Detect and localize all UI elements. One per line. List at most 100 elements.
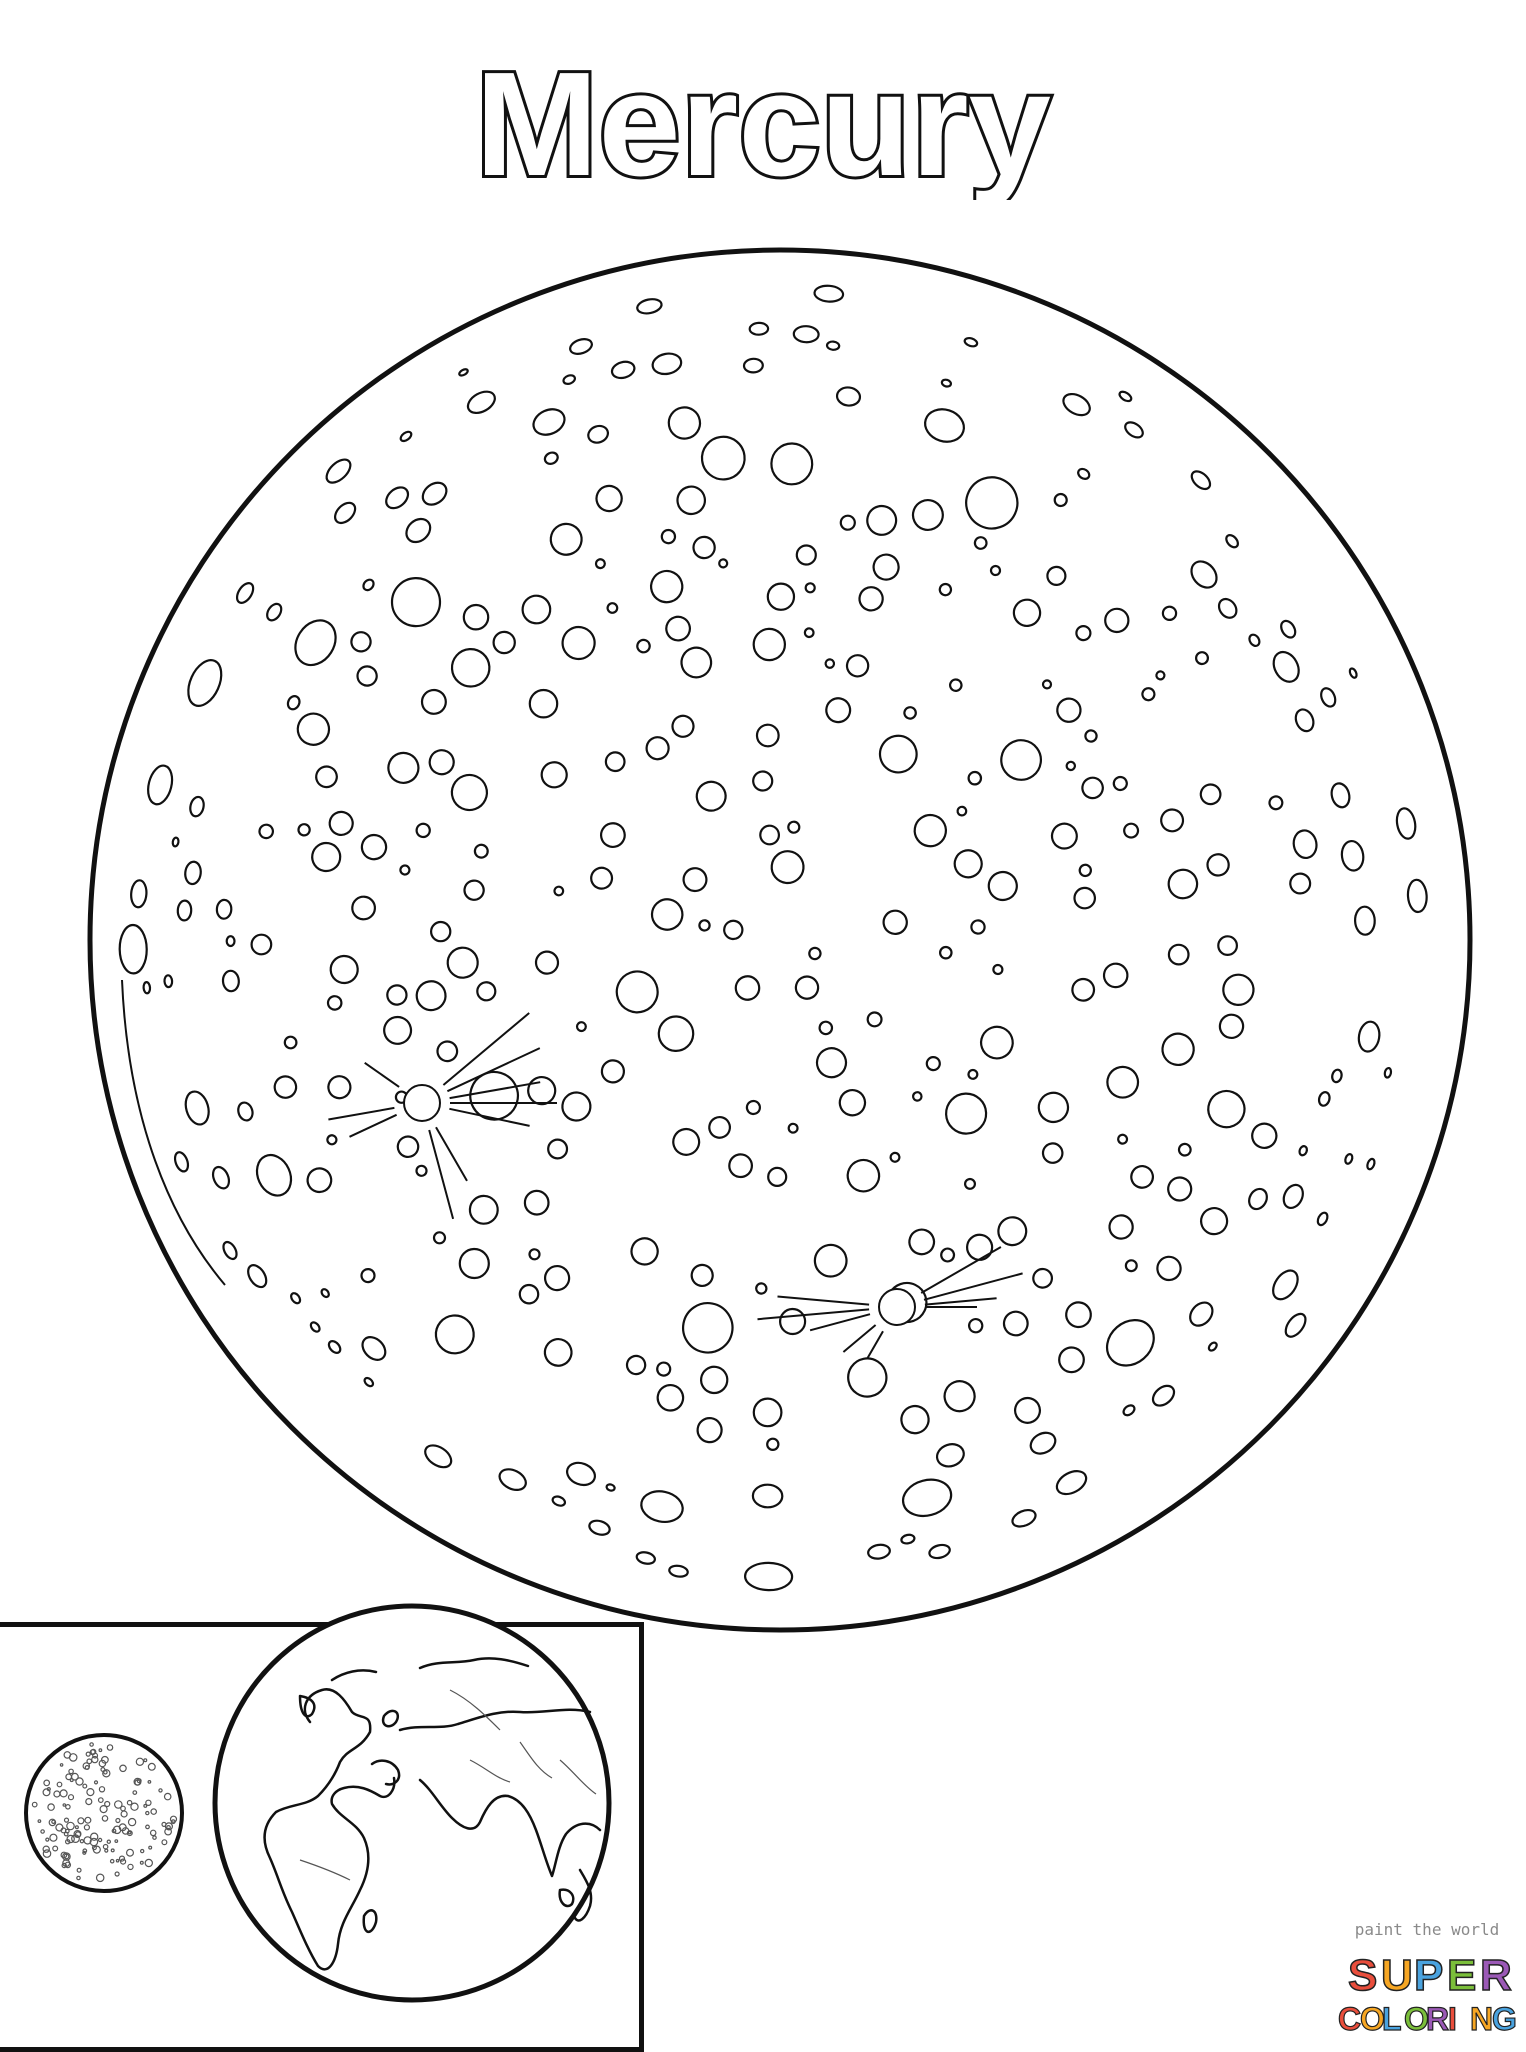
crater xyxy=(311,841,342,873)
crater xyxy=(913,813,948,848)
crater xyxy=(387,751,420,785)
crater xyxy=(787,1122,799,1134)
crater xyxy=(965,476,1019,530)
crater xyxy=(1406,878,1428,914)
crater xyxy=(667,406,702,440)
crater xyxy=(290,1292,302,1305)
crater xyxy=(428,749,455,776)
crater xyxy=(1081,776,1104,800)
crater xyxy=(1118,390,1133,403)
crater xyxy=(1123,822,1140,839)
crater xyxy=(562,374,576,385)
crater xyxy=(386,984,408,1006)
crater xyxy=(787,820,801,834)
crater xyxy=(523,1189,550,1216)
crater xyxy=(1156,1255,1182,1282)
crater xyxy=(237,1101,254,1122)
crater xyxy=(434,1314,475,1355)
crater xyxy=(1330,782,1351,809)
crater xyxy=(948,678,963,693)
crater xyxy=(858,586,884,612)
crater xyxy=(534,950,560,975)
crater xyxy=(818,1020,834,1036)
crater xyxy=(421,481,448,506)
crater xyxy=(286,695,301,711)
crater xyxy=(967,1068,979,1080)
crater xyxy=(1000,739,1042,781)
crater xyxy=(476,981,497,1002)
crater xyxy=(561,625,596,661)
crater xyxy=(723,919,744,941)
crater xyxy=(940,378,953,388)
crater xyxy=(415,822,431,839)
crater xyxy=(432,1231,447,1245)
crater xyxy=(118,923,148,975)
crater xyxy=(600,1059,626,1084)
crater xyxy=(605,1483,616,1492)
watermark-line2: COL ORI NG xyxy=(1337,2000,1517,2037)
crater xyxy=(420,688,447,715)
crater xyxy=(997,1216,1028,1247)
crater xyxy=(575,1021,587,1033)
crater xyxy=(1320,687,1337,708)
svg-text:N: N xyxy=(1470,2001,1493,2037)
crater xyxy=(604,751,626,773)
crater xyxy=(463,879,485,901)
crater xyxy=(651,352,683,376)
crater xyxy=(943,1380,976,1413)
crater xyxy=(350,631,372,653)
crater xyxy=(1272,650,1300,683)
crater xyxy=(935,1443,965,1468)
crater xyxy=(569,338,593,355)
crater xyxy=(1282,1183,1304,1210)
crater xyxy=(882,909,908,936)
crater xyxy=(1065,1301,1092,1329)
crater xyxy=(247,1264,268,1289)
crater xyxy=(1058,1346,1085,1374)
crater xyxy=(1289,872,1312,895)
crater xyxy=(594,558,606,570)
crater xyxy=(235,582,255,604)
crater xyxy=(967,770,983,786)
crater xyxy=(1029,1431,1057,1455)
crater xyxy=(273,1075,298,1099)
crater xyxy=(1268,795,1284,811)
crater xyxy=(665,615,691,642)
crater xyxy=(1124,1259,1138,1273)
crater xyxy=(989,564,1002,577)
svg-text:L: L xyxy=(1382,2001,1402,2037)
crater xyxy=(1053,492,1068,508)
crater xyxy=(1012,598,1042,627)
crater xyxy=(1189,1301,1214,1327)
crater xyxy=(1353,905,1376,936)
crater xyxy=(1155,670,1166,681)
crater xyxy=(1194,651,1209,666)
crater xyxy=(751,1483,784,1509)
crater xyxy=(911,1091,923,1102)
crater xyxy=(965,1233,994,1261)
crater xyxy=(184,1090,210,1126)
crater xyxy=(543,451,559,465)
crater xyxy=(698,919,711,932)
crater xyxy=(334,501,357,525)
ray-crater xyxy=(328,1012,557,1220)
crater xyxy=(953,849,983,879)
crater xyxy=(794,975,820,1000)
crater xyxy=(320,1288,330,1299)
crater xyxy=(466,390,496,415)
crater xyxy=(625,1354,647,1376)
crater xyxy=(1102,962,1129,989)
crater xyxy=(176,899,193,922)
crater xyxy=(590,866,614,890)
crater xyxy=(672,1127,701,1156)
crater xyxy=(640,1490,684,1523)
crater xyxy=(250,933,273,956)
watermark-tagline: paint the world xyxy=(1354,1920,1500,1939)
crater xyxy=(189,795,205,818)
crater xyxy=(964,1177,977,1190)
crater xyxy=(362,578,375,592)
page-title: Mercury xyxy=(0,39,1526,210)
